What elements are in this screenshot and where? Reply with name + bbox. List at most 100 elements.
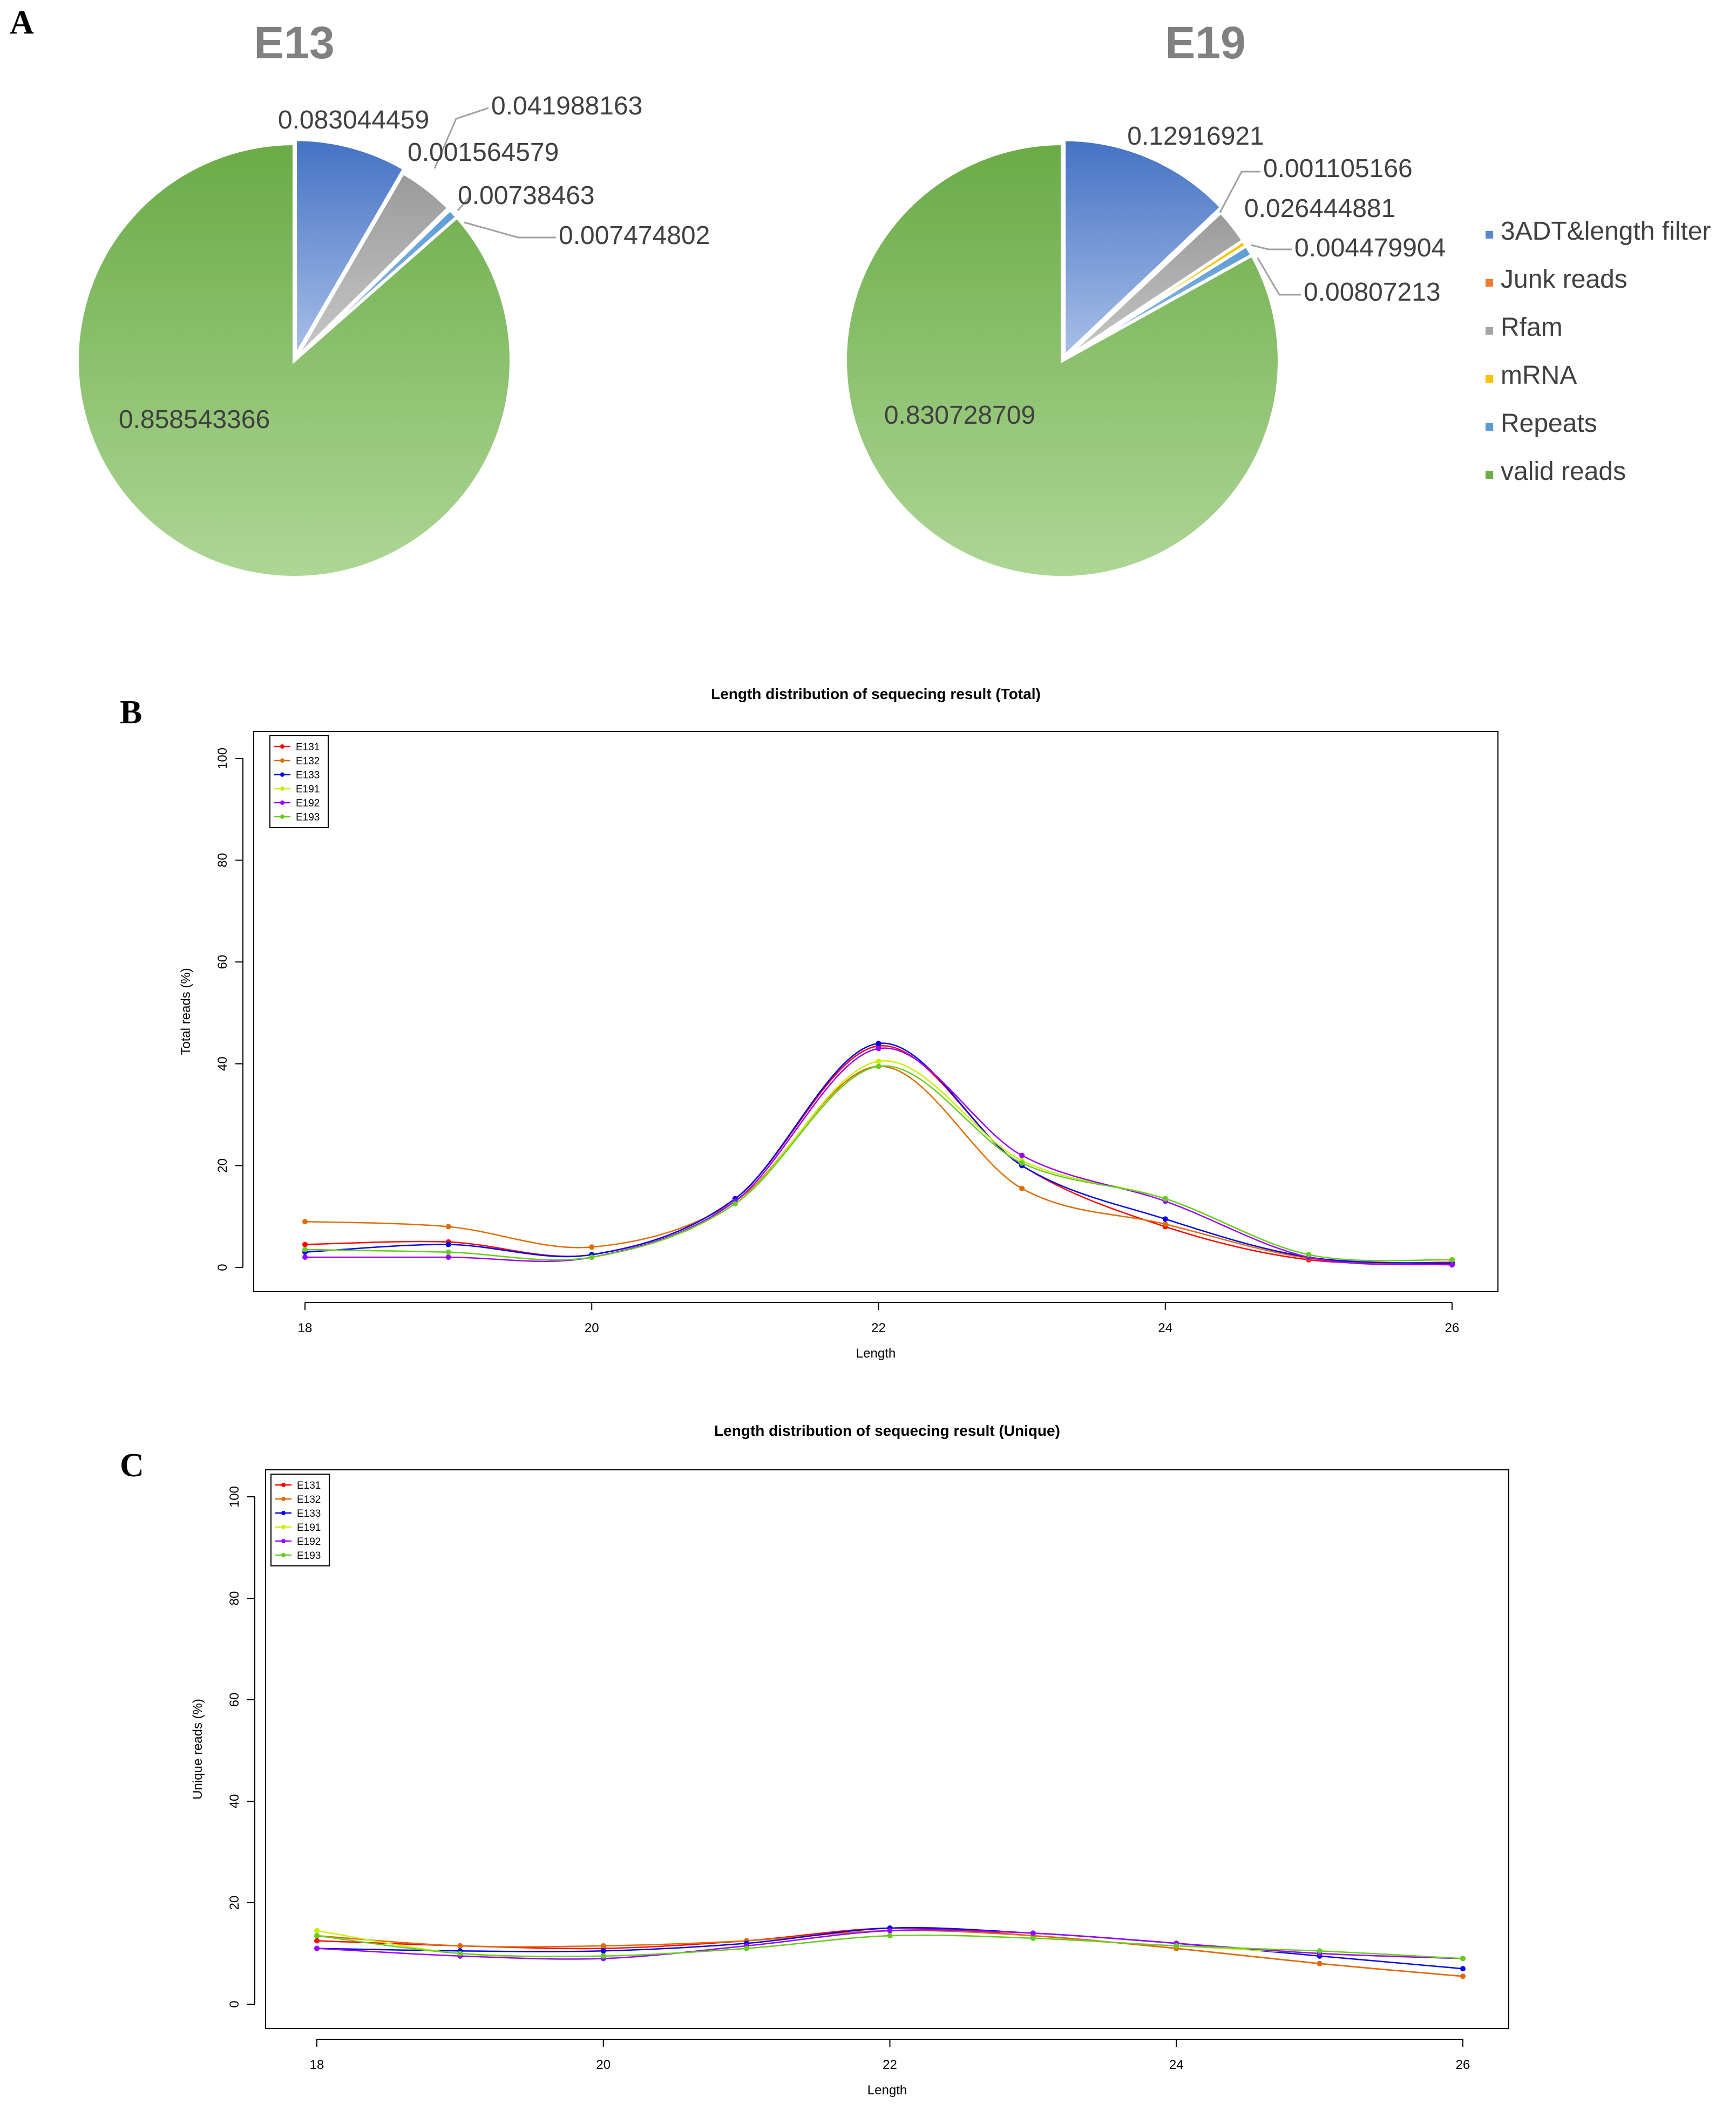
series-e132-point (457, 1943, 463, 1949)
pie-data-label: 0.041988163 (491, 92, 642, 120)
series-e192-point (876, 1046, 881, 1051)
series-e193-point (1162, 1196, 1168, 1202)
panel-letter-c: C (120, 1447, 144, 1484)
pie-leader-line (433, 107, 489, 169)
pie-data-label: 0.830728709 (884, 401, 1035, 430)
series-legend-label: E132 (297, 1494, 321, 1505)
panel-letter-a: A (10, 4, 34, 41)
series-e191-point (876, 1059, 881, 1064)
plot-frame (265, 1469, 1509, 2029)
chart-title: Length distribution of sequecing result … (711, 686, 1041, 702)
series-e193-point (589, 1254, 595, 1260)
series-e131-point (314, 1938, 320, 1944)
pie-data-label: 0.004479904 (1294, 234, 1446, 262)
series-legend-marker (280, 786, 284, 791)
pie-slice-valid-reads (76, 141, 513, 579)
x-tick-label: 26 (1445, 1321, 1460, 1335)
x-tick-label: 18 (298, 1321, 313, 1335)
pie-data-label: 0.026444881 (1244, 194, 1395, 223)
series-e193-point (445, 1249, 451, 1255)
pie-title-e13: E13 (254, 17, 334, 68)
series-e132-point (1019, 1185, 1025, 1191)
series-legend-label: E132 (296, 756, 320, 767)
series-legend-label: E193 (297, 1550, 321, 1562)
y-tick-label: 20 (227, 1896, 242, 1910)
series-e192-point (1449, 1262, 1455, 1268)
pie-legend-swatch (1486, 471, 1493, 479)
y-axis-title: Total reads (%) (179, 968, 193, 1055)
y-tick-label: 80 (227, 1591, 242, 1606)
pie-legend-swatch (1486, 279, 1493, 287)
series-legend-label: E193 (296, 812, 320, 823)
series-legend-label: E133 (297, 1508, 321, 1519)
series-e192-line (305, 1047, 1453, 1266)
series-e132-point (302, 1219, 308, 1225)
series-legend-marker (281, 1539, 286, 1543)
pie-data-label: 0.858543366 (119, 405, 270, 434)
x-axis-title: Length (867, 2083, 907, 2098)
series-e191-point (314, 1928, 320, 1933)
pie-chart-e13: E13 0.083044459 0.041988163 0.001564579 0.0… (76, 17, 710, 579)
pie-legend-swatch (1486, 423, 1493, 431)
series-legend-marker (280, 815, 284, 819)
panel-letter-b: B (120, 694, 142, 731)
series-legend-marker (280, 800, 284, 805)
pie-legend-swatch (1486, 231, 1493, 239)
series-e193-point (1030, 1935, 1036, 1941)
pie-leader-line (464, 221, 556, 239)
pie-data-label: 0.00807213 (1304, 278, 1441, 307)
series-e193-point (302, 1246, 308, 1252)
series-legend-marker (281, 1497, 286, 1501)
pie-legend-label: 3ADT&length filter (1501, 217, 1711, 246)
series-legend-label: E191 (296, 784, 320, 795)
y-tick-label: 0 (215, 1264, 230, 1271)
series-e193-point (1460, 1956, 1466, 1962)
pie-title-e19: E19 (1165, 17, 1245, 68)
x-tick-label: 18 (310, 2058, 324, 2072)
series-e133-point (876, 1041, 881, 1047)
series-e133-point (600, 1948, 606, 1954)
series-e132-point (445, 1224, 451, 1230)
series-e132-point (600, 1943, 606, 1949)
line-chart-total: Length distribution of sequecing result … (179, 686, 1498, 1361)
y-tick-label: 100 (227, 1486, 242, 1508)
y-tick-label: 40 (227, 1794, 242, 1809)
y-tick-label: 60 (227, 1693, 242, 1707)
y-tick-label: 20 (215, 1158, 230, 1173)
plot-frame (253, 731, 1498, 1292)
series-legend-marker (280, 758, 284, 763)
series-e132-point (1317, 1960, 1323, 1966)
series-e133-point (1460, 1966, 1466, 1972)
series-legend-box (269, 735, 329, 828)
series-legend-marker (280, 744, 284, 749)
pie-legend-swatch (1486, 375, 1493, 383)
pie-leader-line (1251, 244, 1292, 250)
series-legend-label: E191 (297, 1522, 321, 1534)
y-tick-label: 100 (215, 748, 230, 769)
pie-leader-line (1219, 171, 1260, 213)
series-legend-marker (281, 1525, 286, 1529)
x-tick-label: 26 (1456, 2058, 1470, 2072)
series-legend-label: E131 (297, 1480, 321, 1491)
series-e192-point (314, 1945, 320, 1951)
series-e193-point (600, 1953, 606, 1959)
series-e192-point (302, 1254, 308, 1260)
pie-data-label: 0.083044459 (278, 106, 429, 134)
series-e193-point (1019, 1160, 1025, 1166)
pie-chart-e19: E19 0.12916921 0.001105166 0.026444881 0.00… (843, 17, 1446, 579)
series-legend-label: E131 (296, 742, 320, 753)
series-e193-point (887, 1933, 893, 1939)
series-e193-point (876, 1063, 881, 1069)
y-tick-label: 0 (227, 2000, 242, 2007)
x-tick-label: 24 (1169, 2058, 1184, 2072)
pie-slice-valid-reads (843, 141, 1281, 579)
series-legend-label: E133 (296, 770, 320, 781)
series-e133-point (1162, 1216, 1168, 1222)
pie-slice-3adt-length-filter (1062, 138, 1224, 361)
series-e132-point (1162, 1221, 1168, 1227)
series-legend-label: E192 (296, 798, 320, 809)
series-e193-point (1449, 1257, 1455, 1263)
series-e193-point (457, 1951, 463, 1956)
series-e193-point (744, 1945, 750, 1951)
